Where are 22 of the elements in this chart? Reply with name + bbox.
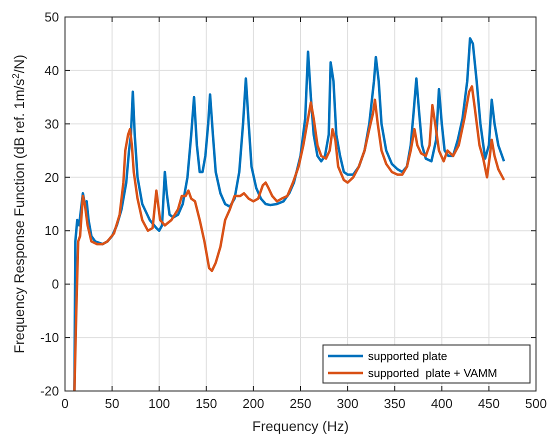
x-axis-title: Frequency (Hz) [252,418,349,434]
y-tick-label: -10 [40,330,59,346]
y-tick-label: 40 [44,62,59,78]
y-tick-label: 30 [44,116,59,132]
x-tick-label: 100 [148,396,170,411]
y-tick-label: 20 [44,170,59,185]
x-tick-label: 200 [242,396,264,411]
x-tick-label: 50 [104,396,120,411]
y-tick-label: 0 [52,276,59,292]
y-tick-label: -20 [40,384,59,398]
x-tick-label: 300 [336,396,358,411]
x-tick-label: 0 [61,396,69,411]
y-tick-label: 50 [44,10,59,24]
x-tick-label: 250 [290,396,312,411]
x-tick-label: 350 [384,396,406,411]
x-tick-label: 500 [525,396,547,411]
y-tick-label: 10 [44,223,59,238]
x-tick-label: 450 [478,396,500,411]
x-tick-label: 400 [430,396,453,411]
legend-label: supported plate [368,351,448,363]
x-tick-label: 150 [195,396,218,411]
legend-label: supported plate + VAMM [368,368,498,380]
